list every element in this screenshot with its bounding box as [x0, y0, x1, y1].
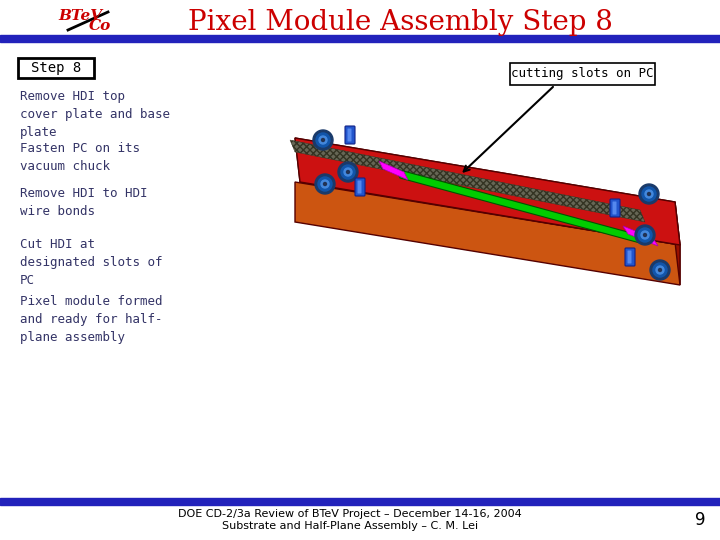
Text: Co: Co: [89, 19, 111, 33]
Polygon shape: [623, 226, 658, 246]
Circle shape: [315, 174, 335, 194]
Text: Remove HDI to HDI
wire bonds: Remove HDI to HDI wire bonds: [20, 187, 148, 218]
Circle shape: [638, 228, 652, 242]
FancyBboxPatch shape: [345, 126, 355, 144]
FancyBboxPatch shape: [613, 201, 616, 214]
Polygon shape: [290, 140, 645, 222]
Circle shape: [346, 171, 349, 173]
Circle shape: [639, 184, 659, 204]
Bar: [510, 63, 655, 85]
Circle shape: [316, 133, 330, 147]
Polygon shape: [295, 182, 680, 285]
Polygon shape: [396, 169, 640, 243]
Circle shape: [344, 168, 352, 176]
Text: Fasten PC on its
vacuum chuck: Fasten PC on its vacuum chuck: [20, 142, 140, 173]
Text: Step 8: Step 8: [31, 61, 81, 75]
Text: Substrate and Half-Plane Assembly – C. M. Lei: Substrate and Half-Plane Assembly – C. M…: [222, 521, 478, 531]
Circle shape: [647, 192, 650, 195]
Text: Pixel Module Assembly Step 8: Pixel Module Assembly Step 8: [188, 10, 613, 37]
Circle shape: [644, 233, 647, 237]
Polygon shape: [379, 161, 408, 180]
Text: BTeV: BTeV: [58, 9, 102, 23]
FancyBboxPatch shape: [358, 180, 361, 193]
Circle shape: [650, 260, 670, 280]
Bar: [18, 58, 94, 78]
Text: Pixel module formed
and ready for half-
plane assembly: Pixel module formed and ready for half- …: [20, 295, 163, 344]
FancyBboxPatch shape: [348, 129, 351, 141]
Bar: [0, 35, 720, 42]
Circle shape: [322, 138, 325, 141]
Circle shape: [341, 165, 355, 179]
Text: DOE CD-2/3a Review of BTeV Project – December 14-16, 2004: DOE CD-2/3a Review of BTeV Project – Dec…: [178, 509, 522, 519]
Polygon shape: [295, 138, 680, 245]
FancyBboxPatch shape: [610, 199, 620, 217]
Circle shape: [635, 225, 655, 245]
Circle shape: [321, 180, 329, 188]
FancyBboxPatch shape: [625, 248, 635, 266]
Circle shape: [641, 231, 649, 239]
Text: cutting slots on PC: cutting slots on PC: [511, 68, 654, 80]
Bar: [0, 498, 720, 505]
Circle shape: [656, 266, 664, 274]
Text: 9: 9: [695, 511, 706, 529]
Polygon shape: [675, 202, 680, 285]
Text: Cut HDI at
designated slots of
PC: Cut HDI at designated slots of PC: [20, 238, 163, 287]
Circle shape: [323, 183, 326, 186]
Circle shape: [659, 268, 662, 272]
Text: Remove HDI top
cover plate and base
plate: Remove HDI top cover plate and base plat…: [20, 90, 170, 139]
Circle shape: [313, 130, 333, 150]
Circle shape: [653, 263, 667, 277]
Circle shape: [319, 136, 327, 144]
FancyBboxPatch shape: [355, 178, 365, 196]
Circle shape: [645, 190, 653, 198]
Circle shape: [642, 187, 656, 201]
Circle shape: [318, 177, 332, 191]
Circle shape: [338, 162, 358, 182]
FancyBboxPatch shape: [628, 251, 631, 264]
Polygon shape: [295, 138, 680, 245]
